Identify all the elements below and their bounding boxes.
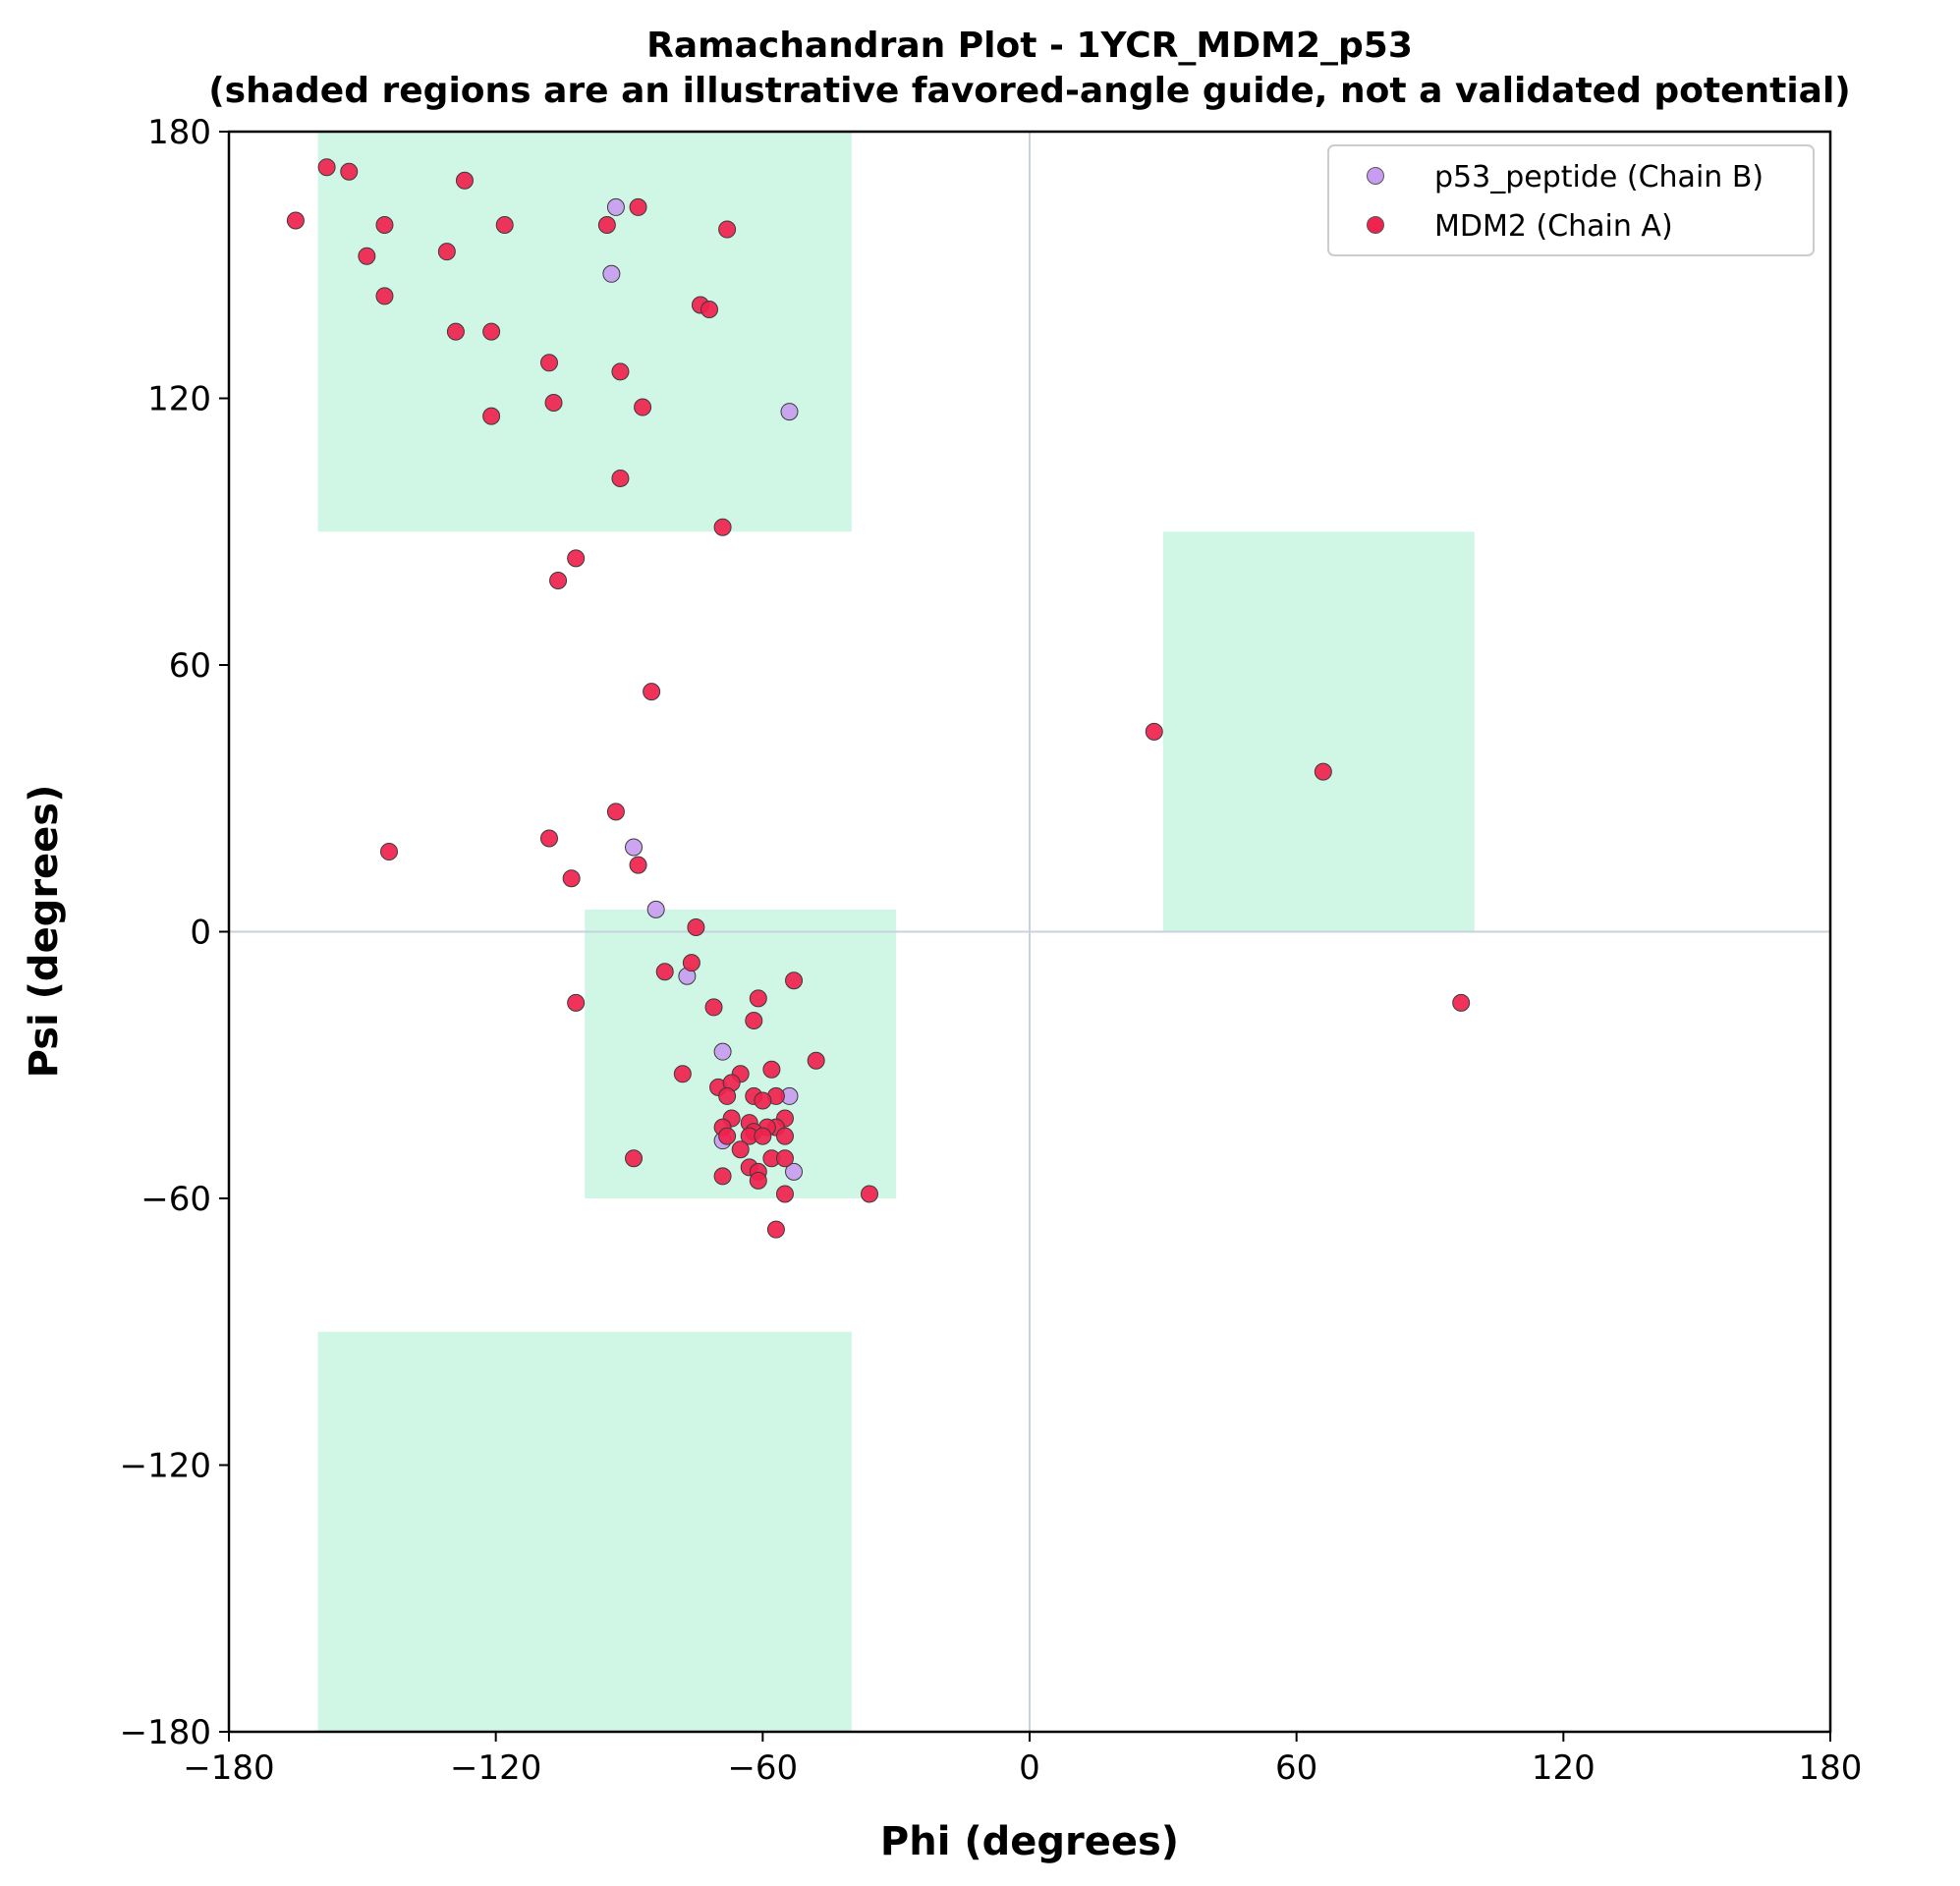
data-point-s1-39	[704, 998, 723, 1017]
y-tick-label-3: 0	[190, 914, 211, 953]
shaded-region-1	[317, 1331, 852, 1732]
x-axis-label: Phi (degrees)	[880, 1819, 1179, 1864]
data-point-s0-1	[602, 264, 621, 283]
data-point-s1-36	[785, 971, 804, 990]
data-point-s1-26	[1145, 722, 1163, 741]
data-point-s0-2	[780, 403, 799, 421]
data-point-s1-1	[340, 162, 359, 181]
x-axis-ticks: −180 −120 −60 0 60 120 180	[183, 1732, 1862, 1788]
data-point-s1-2	[286, 211, 305, 230]
data-point-s1-59	[775, 1127, 794, 1145]
data-point-s1-43	[673, 1065, 692, 1083]
data-point-s1-73	[766, 1220, 785, 1239]
data-point-s1-9	[446, 322, 465, 341]
data-point-s1-45	[762, 1060, 781, 1079]
y-tick-label-6: 180	[147, 113, 211, 152]
x-tick-label-6: 180	[1799, 1748, 1863, 1788]
data-point-s1-16	[540, 354, 558, 372]
shaded-regions	[317, 132, 1475, 1732]
data-point-s1-23	[567, 549, 586, 568]
series-1	[286, 158, 1471, 1239]
y-tick-label-4: 60	[169, 646, 211, 686]
data-point-s1-12	[629, 197, 647, 216]
data-point-s1-51	[754, 1091, 772, 1110]
data-point-s1-10	[482, 322, 501, 341]
legend-label-mdm2: MDM2 (Chain A)	[1434, 209, 1673, 244]
data-point-s1-69	[713, 1167, 732, 1186]
data-point-s1-11	[597, 216, 616, 235]
data-point-s1-19	[634, 398, 652, 416]
data-point-s0-3	[625, 838, 644, 857]
data-point-s1-27	[1314, 762, 1332, 781]
data-point-s0-0	[606, 197, 625, 216]
data-point-s1-8	[495, 216, 514, 235]
data-point-s1-4	[375, 216, 394, 235]
legend-label-p53: p53_peptide (Chain B)	[1434, 160, 1764, 194]
y-tick-label-2: −60	[140, 1180, 211, 1219]
y-tick-label-0: −180	[120, 1713, 211, 1752]
data-point-s1-34	[682, 954, 700, 972]
x-tick-label-0: −180	[183, 1748, 274, 1788]
reference-lines	[229, 132, 1830, 1732]
data-point-s1-15	[700, 301, 718, 318]
data-point-s1-30	[380, 843, 398, 861]
y-tick-label-1: −120	[120, 1447, 211, 1486]
data-point-s1-35	[655, 963, 674, 981]
data-point-s1-7	[437, 243, 456, 261]
data-point-s1-13	[718, 220, 737, 239]
legend-marker-p53	[1367, 167, 1384, 185]
data-point-s1-38	[567, 993, 586, 1012]
data-point-s1-31	[629, 856, 647, 874]
x-tick-label-4: 60	[1275, 1748, 1317, 1788]
x-tick-label-3: 0	[1019, 1748, 1040, 1788]
data-point-s1-22	[713, 518, 732, 536]
x-tick-label-5: 120	[1532, 1748, 1596, 1788]
data-point-s0-4	[646, 900, 665, 918]
x-tick-label-1: −120	[450, 1748, 541, 1788]
data-point-s1-40	[745, 1012, 763, 1029]
data-point-s1-29	[540, 829, 558, 848]
data-point-s1-5	[358, 247, 376, 265]
chart-subtitle: (shaded regions are an illustrative favo…	[208, 71, 1851, 111]
x-tick-label-2: −60	[727, 1748, 798, 1788]
y-axis-label: Psi (degrees)	[22, 785, 67, 1079]
data-point-s0-6	[713, 1042, 732, 1061]
legend: p53_peptide (Chain B) MDM2 (Chain A)	[1327, 144, 1815, 256]
data-point-s1-24	[549, 572, 568, 590]
data-point-s1-63	[731, 1140, 750, 1159]
legend-box	[1327, 144, 1815, 256]
data-point-s0-9	[785, 1162, 804, 1181]
data-point-s1-21	[611, 469, 630, 487]
data-point-s1-72	[861, 1185, 878, 1203]
data-point-s1-65	[775, 1149, 794, 1168]
data-point-s1-0	[317, 158, 336, 177]
data-points	[286, 158, 1471, 1239]
data-point-s1-6	[375, 287, 394, 305]
y-axis-ticks: −180 −120 −60 0 60 120 180	[120, 113, 229, 1752]
data-point-s1-28	[606, 803, 625, 821]
shaded-region-3	[1162, 531, 1475, 932]
data-point-s1-71	[775, 1185, 794, 1203]
data-point-s1-25	[643, 683, 661, 701]
chart-title: Ramachandran Plot - 1YCR_MDM2_p53	[646, 26, 1413, 66]
data-point-s1-66	[625, 1149, 644, 1168]
data-point-s1-33	[687, 917, 705, 936]
data-point-s1-3	[455, 171, 474, 190]
legend-marker-mdm2	[1367, 216, 1384, 234]
data-point-s1-70	[749, 1171, 767, 1190]
shaded-region-0	[317, 132, 852, 532]
data-point-s1-17	[611, 362, 630, 381]
data-point-s1-20	[482, 407, 501, 425]
data-point-s1-37	[749, 989, 767, 1008]
data-point-s1-32	[562, 869, 581, 888]
y-tick-label-5: 120	[147, 380, 211, 419]
data-point-s1-41	[1452, 993, 1471, 1012]
data-point-s1-42	[807, 1051, 825, 1070]
data-point-s1-62	[718, 1127, 737, 1145]
data-point-s1-61	[754, 1127, 772, 1145]
data-point-s1-18	[544, 394, 563, 413]
data-point-s1-48	[718, 1086, 737, 1105]
